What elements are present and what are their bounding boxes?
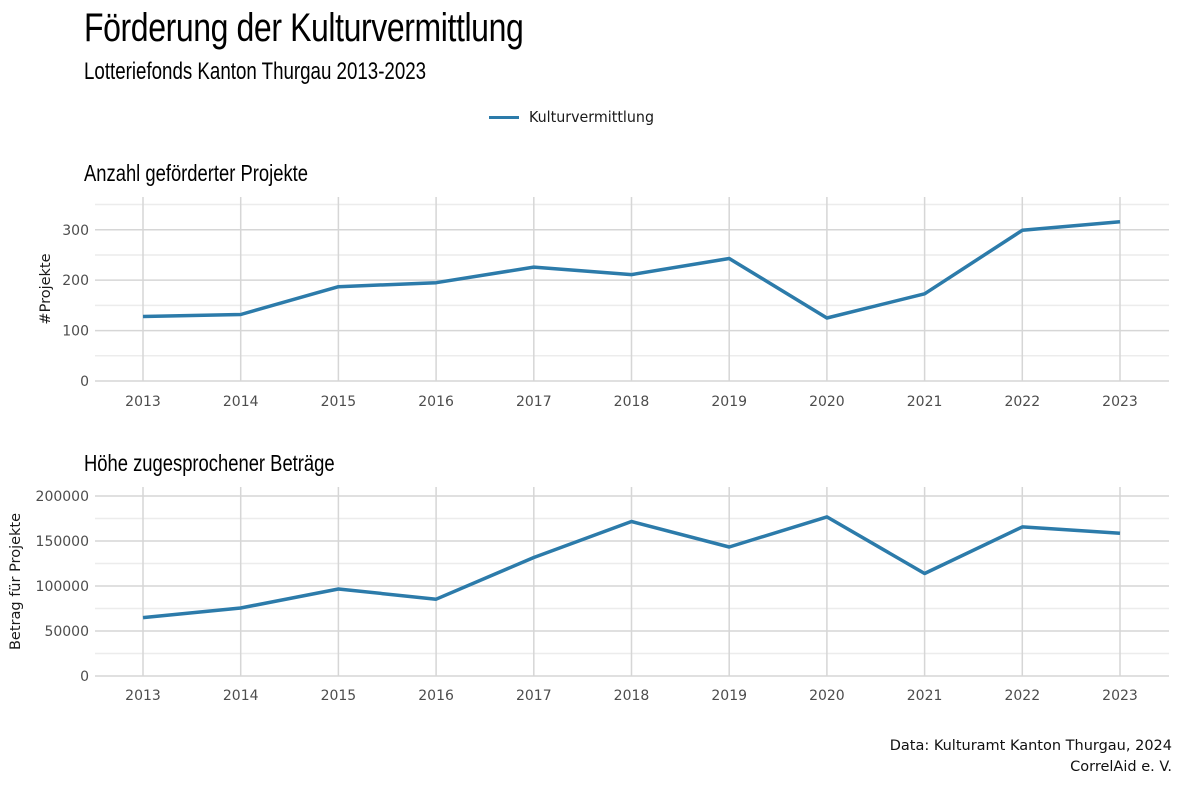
y-tick-label: 100: [62, 324, 89, 340]
caption-credit: CorrelAid e. V.: [1070, 759, 1172, 775]
x-tick-label: 2015: [321, 394, 357, 410]
y-tick-label: 0: [80, 374, 89, 390]
y-tick-label: 200: [62, 273, 89, 289]
y-tick-label: 0: [80, 669, 89, 685]
x-tick-label: 2021: [907, 688, 943, 704]
x-tick-label: 2022: [1004, 688, 1040, 704]
chart-title: Förderung der Kulturvermittlung: [84, 6, 524, 50]
x-tick-label: 2017: [516, 394, 552, 410]
legend: Kulturvermittlung: [489, 108, 661, 126]
legend-label: Kulturvermittlung: [529, 108, 654, 126]
x-tick-label: 2013: [125, 394, 161, 410]
x-tick-label: 2023: [1102, 688, 1138, 704]
x-tick-label: 2018: [614, 394, 650, 410]
caption-source: Data: Kulturamt Kanton Thurgau, 2024: [889, 738, 1172, 754]
panel-title-amounts: Höhe zugesprochener Beträge: [84, 450, 335, 476]
x-tick-label: 2016: [418, 688, 454, 704]
x-tick-label: 2016: [418, 394, 454, 410]
y-axis-title: #Projekte: [38, 253, 54, 324]
y-tick-label: 200000: [36, 489, 89, 505]
y-axis-title: Betrag für Projekte: [8, 513, 24, 650]
x-tick-label: 2014: [223, 394, 259, 410]
x-tick-label: 2014: [223, 688, 259, 704]
x-tick-label: 2019: [711, 688, 747, 704]
x-tick-label: 2022: [1004, 394, 1040, 410]
x-tick-label: 2020: [809, 394, 845, 410]
x-tick-label: 2017: [516, 688, 552, 704]
x-tick-label: 2023: [1102, 394, 1138, 410]
x-tick-label: 2019: [711, 394, 747, 410]
legend-key-line: [489, 115, 519, 119]
chart-subtitle: Lotteriefonds Kanton Thurgau 2013-2023: [84, 58, 427, 85]
x-tick-label: 2013: [125, 688, 161, 704]
x-tick-label: 2015: [321, 688, 357, 704]
y-tick-label: 150000: [36, 534, 89, 550]
y-tick-label: 300: [62, 223, 89, 239]
y-tick-label: 100000: [36, 579, 89, 595]
x-tick-label: 2020: [809, 688, 845, 704]
x-tick-label: 2021: [907, 394, 943, 410]
x-tick-label: 2018: [614, 688, 650, 704]
y-tick-label: 50000: [44, 624, 89, 640]
panel-title-projects: Anzahl geförderter Projekte: [84, 160, 308, 186]
